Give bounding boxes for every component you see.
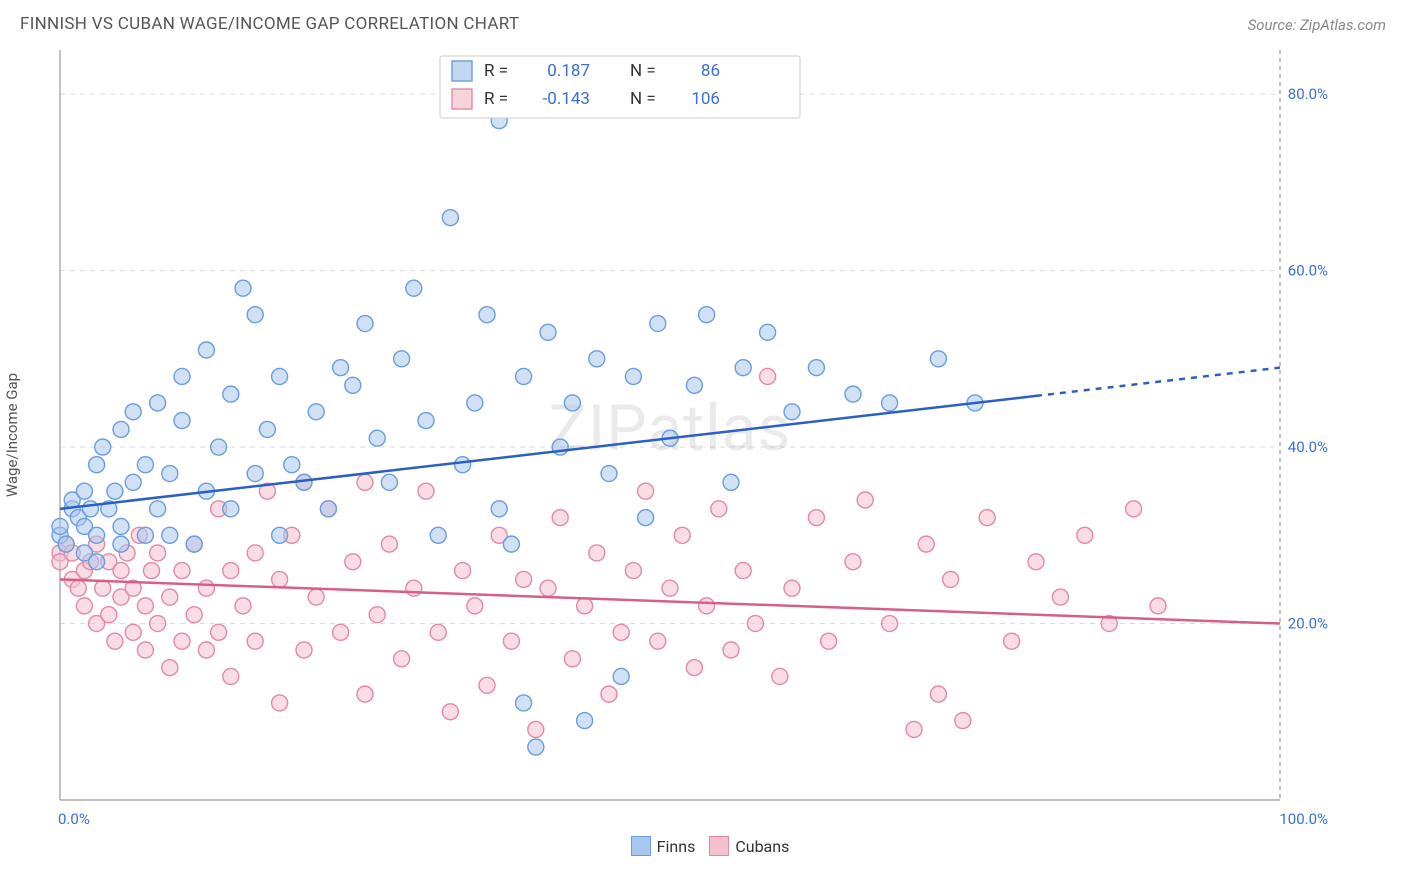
svg-text:0.0%: 0.0% bbox=[58, 810, 90, 828]
svg-text:R =: R = bbox=[484, 61, 508, 81]
svg-text:20.0%: 20.0% bbox=[1288, 615, 1328, 633]
svg-text:N =: N = bbox=[630, 89, 656, 109]
y-axis-label: Wage/Income Gap bbox=[3, 373, 21, 497]
legend-label: Finns bbox=[657, 837, 696, 856]
svg-text:-0.143: -0.143 bbox=[543, 89, 590, 109]
legend-label: Cubans bbox=[735, 837, 789, 856]
source-attribution: Source: ZipAtlas.com bbox=[1248, 15, 1386, 34]
svg-text:40.0%: 40.0% bbox=[1288, 438, 1328, 456]
legend-swatch bbox=[631, 836, 651, 856]
svg-text:86: 86 bbox=[701, 61, 720, 81]
legend-swatch bbox=[709, 836, 729, 856]
svg-text:60.0%: 60.0% bbox=[1288, 262, 1328, 280]
scatter-chart: 20.0%40.0%60.0%80.0%0.0%100.0%ZIPatlasR … bbox=[20, 40, 1330, 830]
chart-area: Wage/Income Gap 20.0%40.0%60.0%80.0%0.0%… bbox=[20, 40, 1386, 830]
series-legend: Finns Cubans bbox=[0, 830, 1406, 856]
source-name: ZipAtlas.com bbox=[1300, 16, 1386, 34]
svg-text:100.0%: 100.0% bbox=[1279, 810, 1328, 828]
svg-text:80.0%: 80.0% bbox=[1288, 85, 1328, 103]
source-prefix: Source: bbox=[1248, 16, 1300, 34]
svg-text:0.187: 0.187 bbox=[547, 61, 590, 81]
chart-title: FINNISH VS CUBAN WAGE/INCOME GAP CORRELA… bbox=[20, 14, 519, 34]
svg-text:106: 106 bbox=[691, 89, 720, 109]
svg-text:N =: N = bbox=[630, 61, 656, 81]
svg-text:R =: R = bbox=[484, 89, 508, 109]
